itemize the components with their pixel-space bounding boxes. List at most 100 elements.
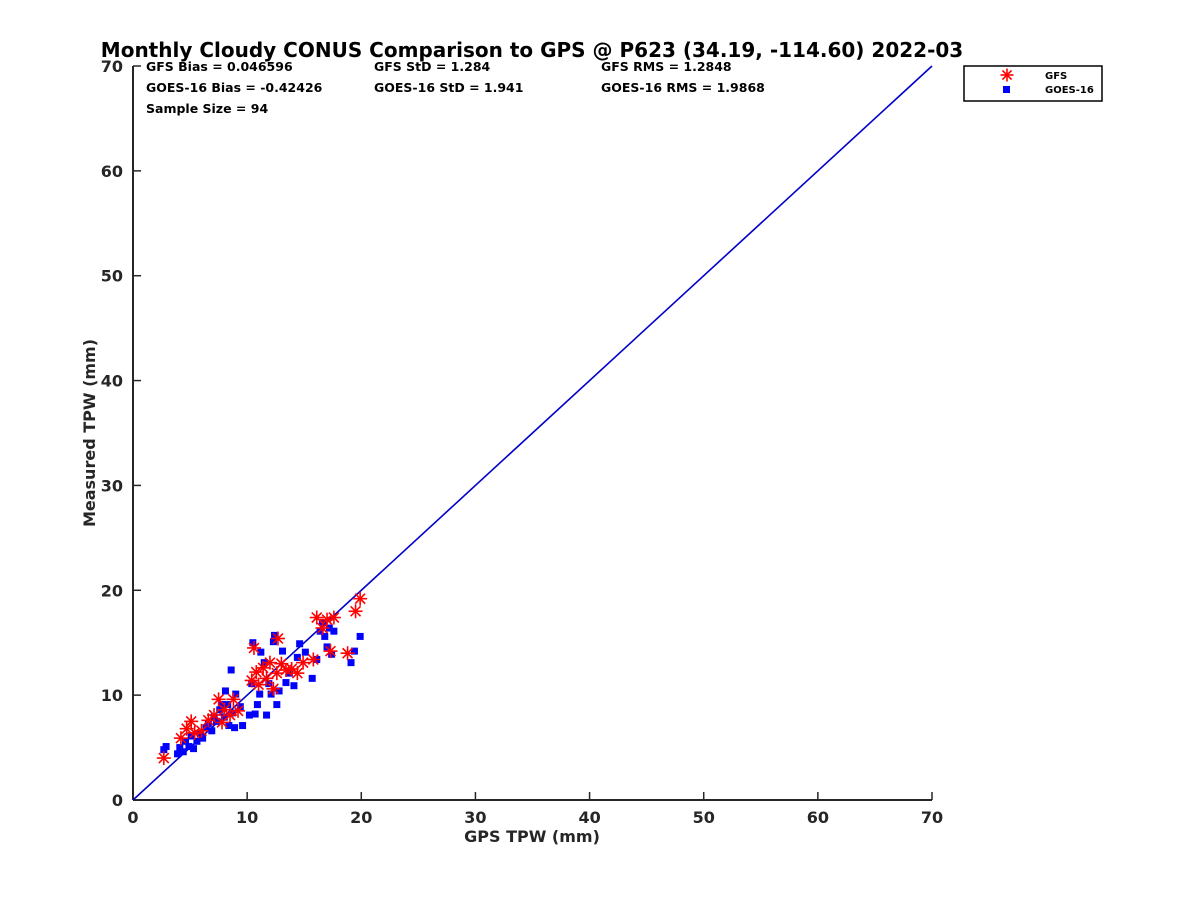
goes16-point [174,750,182,758]
goes16-point [279,647,287,655]
goes16-point [253,701,261,709]
gfs-point [231,703,246,718]
x-tick-label: 70 [921,808,943,827]
goes16-point [218,701,226,709]
goes16-point [267,690,275,698]
goes16-point [199,734,207,742]
goes16-point [263,711,271,719]
y-tick-label: 50 [101,267,123,286]
goes16-point [231,724,239,732]
goes16-point [356,632,364,640]
gfs-point [296,655,311,670]
gfs-point [194,723,209,738]
gfs-point [309,610,324,625]
goes16-point [196,730,204,738]
goes16-point [221,687,229,695]
legend-gfs-label: GFS [1045,71,1067,82]
goes16-point [296,640,304,648]
x-tick-label: 50 [693,808,715,827]
goes16-point [257,648,265,656]
gfs-point [270,631,285,646]
gfs-point [274,656,289,671]
goes16-point [225,722,233,730]
goes16-point [189,745,197,753]
gfs-point [266,681,281,696]
gfs-point [326,610,341,625]
gfs-point [315,621,330,636]
gfs-point [306,652,321,667]
y-tick-label: 0 [112,791,123,810]
chart-title: Monthly Cloudy CONUS Comparison to GPS @… [101,38,963,62]
sample-size-stat: Sample Size = 94 [146,101,268,116]
goes16-point [249,639,257,647]
goes16-point [347,659,355,667]
legend-gfs-asterisk [1000,68,1014,82]
one-to-one-line [132,65,933,801]
gfs-point [246,640,261,655]
gfs-rms-stat: GFS RMS = 1.2848 [601,59,732,74]
x-tick-label: 10 [236,808,258,827]
goes16-point [321,632,329,640]
legend-goes-label: GOES-16 [1045,85,1094,96]
y-tick-label: 40 [101,372,123,391]
goes16-point [202,724,210,732]
goes16-point [245,711,253,719]
goes16-point [232,690,240,698]
gfs-point [348,604,363,619]
gfs-point [251,677,266,692]
goes16-point [282,679,290,687]
gfs-point [323,644,338,659]
gfs-point [187,725,202,740]
goes16-point [220,713,228,721]
gfs-point [173,731,188,746]
goes16-point [179,748,187,756]
goes16-point [224,701,232,709]
goes16-point [162,743,170,751]
goes16-point [182,737,190,745]
x-axis-label: GPS TPW (mm) [464,827,600,846]
x-tick-label: 40 [578,808,600,827]
goes16-point [227,666,235,674]
y-tick-label: 70 [101,57,123,76]
goes16-point [185,743,193,751]
goes16-point [208,727,216,735]
gfs-point [259,671,274,686]
y-tick-label: 10 [101,686,123,705]
goes16-point [176,744,184,752]
gfs-std-stat: GFS StD = 1.284 [374,59,491,74]
goes16-point [193,737,201,745]
goes16-point [273,701,281,709]
goes16-point [239,722,247,730]
goes16-point [330,627,338,635]
gfs-bias-stat: GFS Bias = 0.046596 [146,59,293,74]
y-tick-label: 30 [101,476,123,495]
gfs-point [340,646,355,661]
gfs-point [226,692,241,707]
legend-box [963,65,1103,102]
goes16-point [328,650,336,658]
goes16-point [290,682,298,690]
gfs-point [249,665,264,680]
goes16-point [293,653,301,661]
gfs-point [211,692,226,707]
goes16-point [212,717,220,725]
goes16-point [256,690,264,698]
goes-rms-stat: GOES-16 RMS = 1.9868 [601,80,765,95]
y-tick-label: 60 [101,162,123,181]
goes16-point [236,703,244,711]
goes-bias-stat: GOES-16 Bias = -0.42426 [146,80,323,95]
gfs-point [290,666,305,681]
goes16-point [301,648,309,656]
gfs-point [184,714,199,729]
goes-std-stat: GOES-16 StD = 1.941 [374,80,523,95]
goes16-point [269,638,277,646]
legend-goes-marker [1003,86,1010,93]
goes16-point [251,710,259,718]
legend-gfs-marker [1000,68,1014,82]
x-tick-label: 30 [464,808,486,827]
x-tick-label: 0 [127,808,138,827]
gfs-point [262,655,277,670]
x-tick-label: 60 [807,808,829,827]
gfs-point [156,751,171,766]
